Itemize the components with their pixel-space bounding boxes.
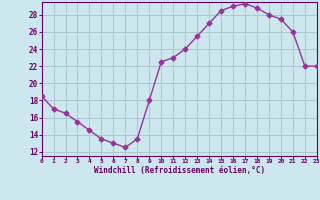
X-axis label: Windchill (Refroidissement éolien,°C): Windchill (Refroidissement éolien,°C): [94, 166, 265, 175]
